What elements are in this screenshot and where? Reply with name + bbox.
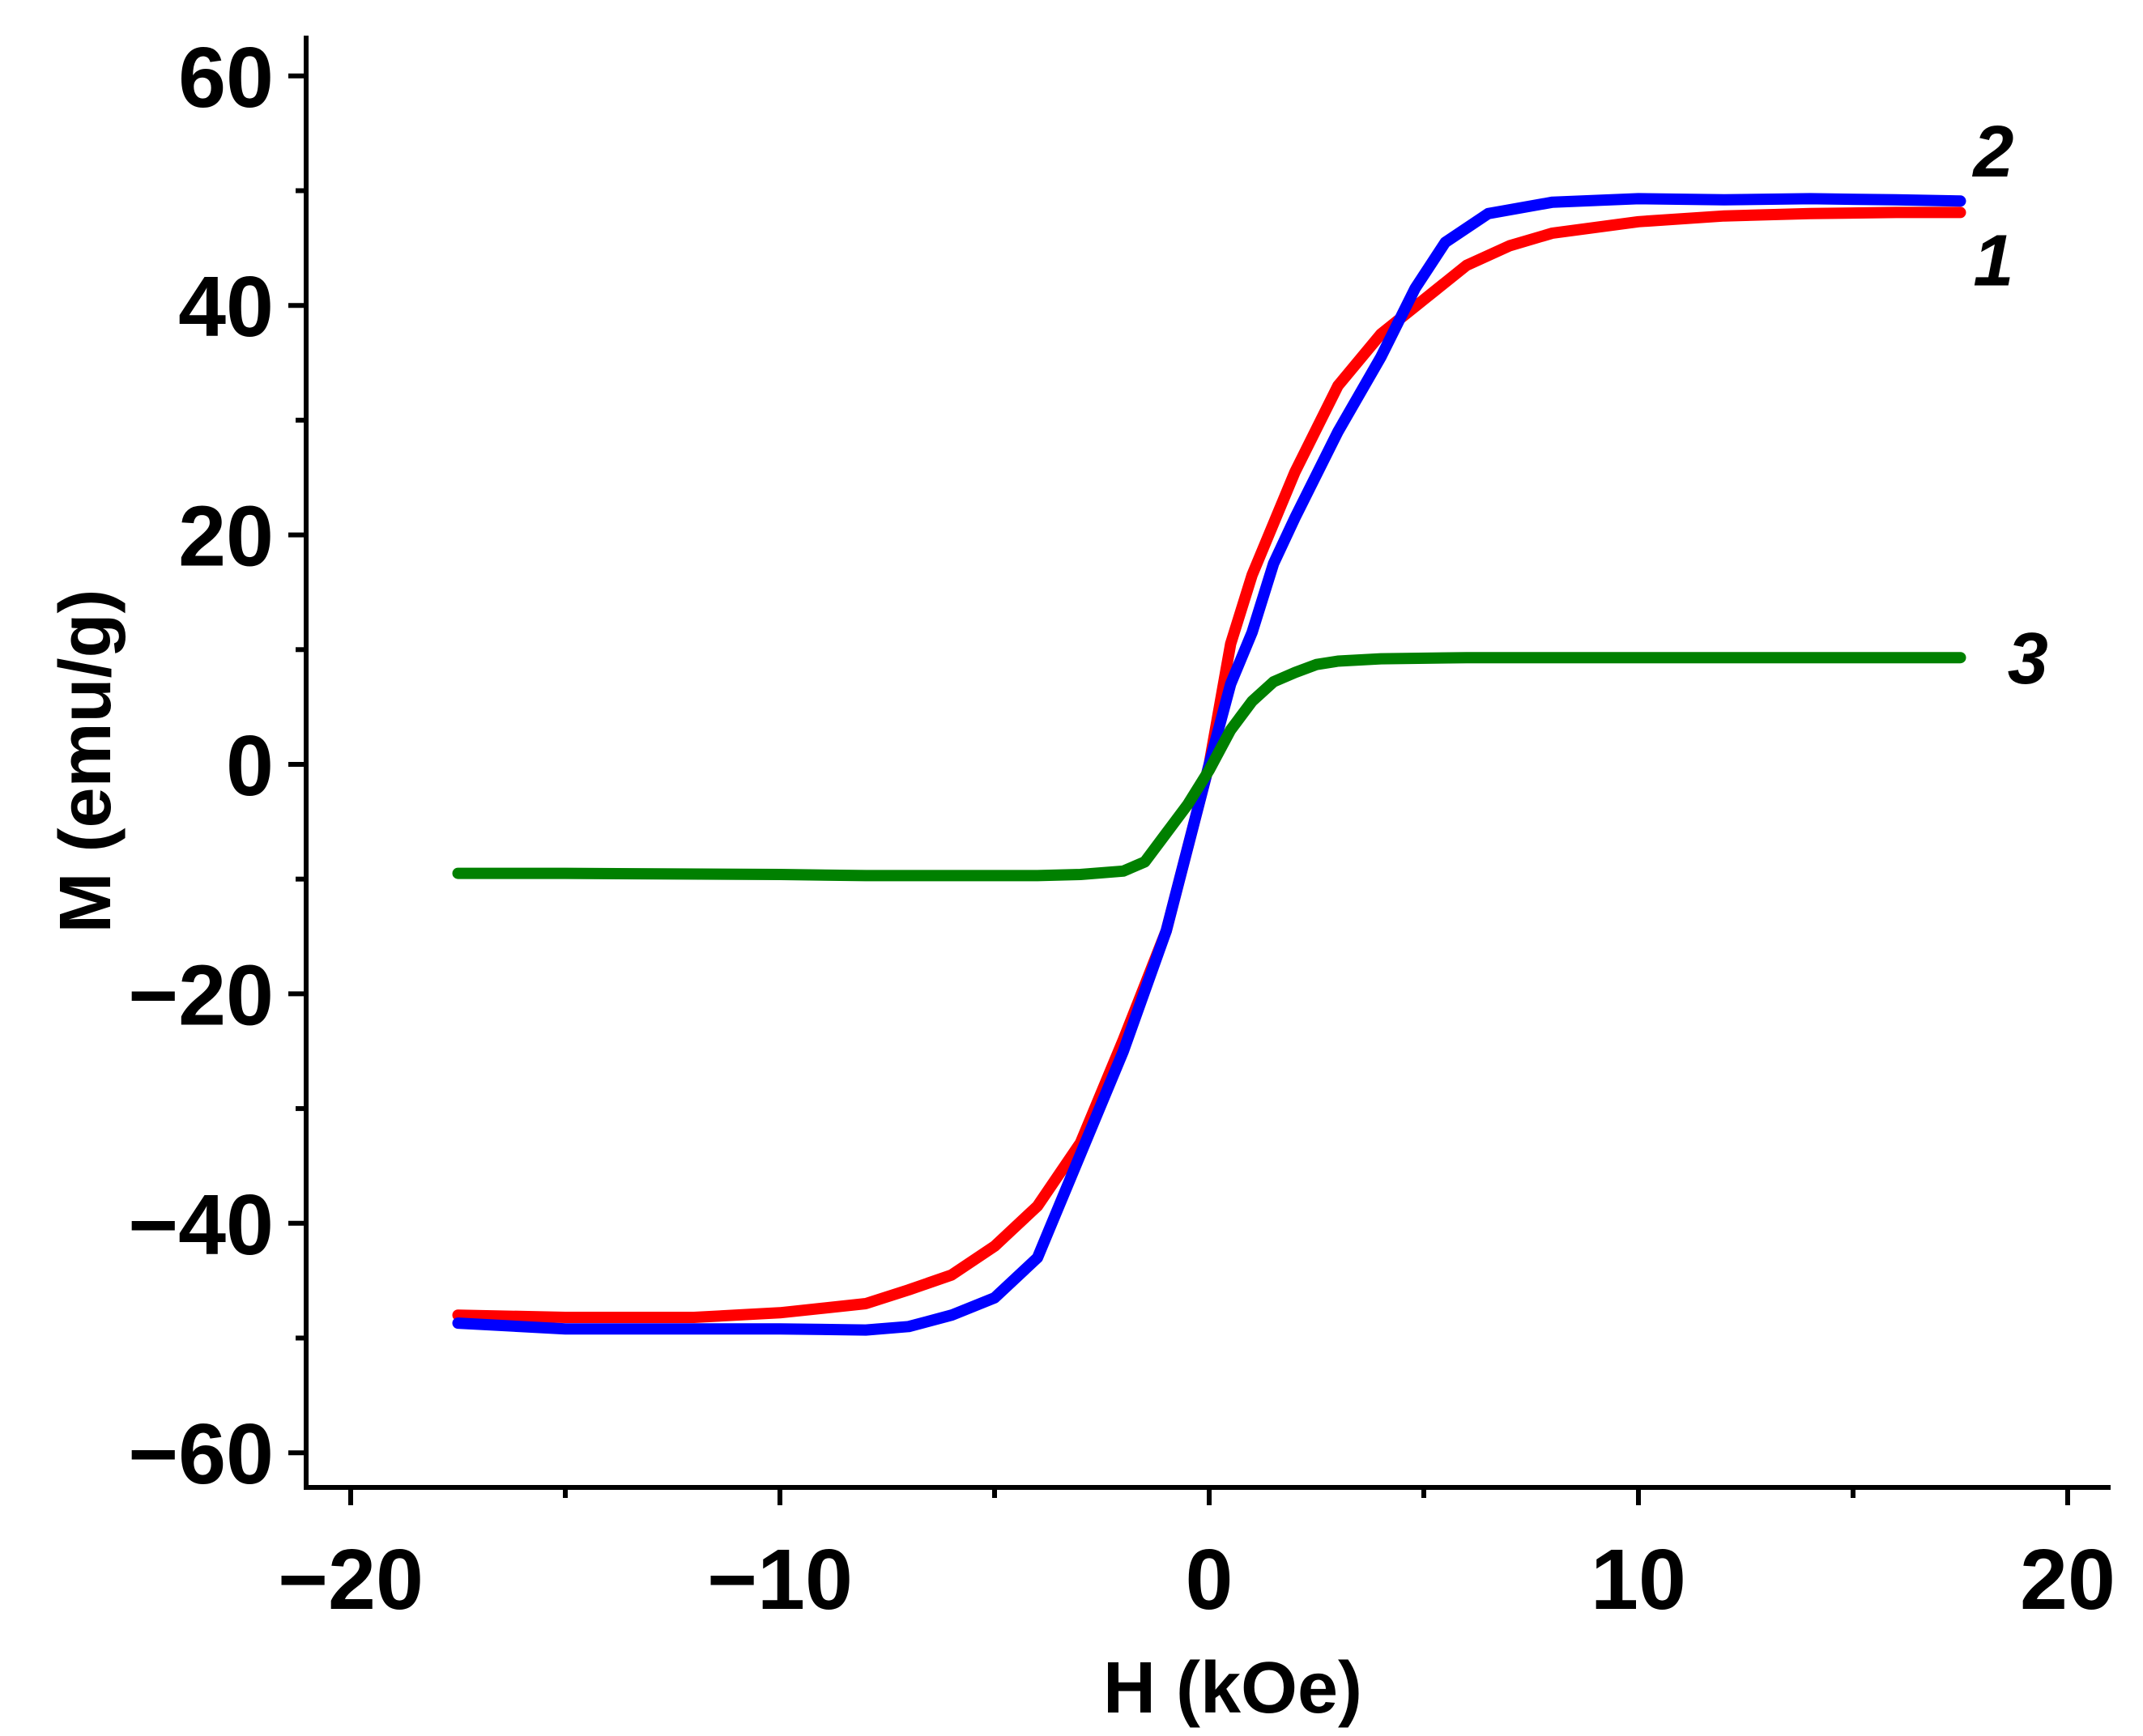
x-axis-title: H (kOe) bbox=[1103, 1648, 1362, 1729]
series-2-line bbox=[452, 193, 1966, 1336]
axis-ticks bbox=[288, 73, 2070, 1505]
series-label-3: 3 bbox=[2008, 619, 2048, 700]
x-tick-label: 10 bbox=[1591, 1532, 1686, 1628]
x-tick-label: −10 bbox=[707, 1532, 853, 1628]
x-tick-label: 20 bbox=[2020, 1532, 2115, 1628]
y-tick-label: −60 bbox=[128, 1406, 274, 1502]
x-tick-label: 0 bbox=[1186, 1532, 1233, 1628]
x-tick-label: −20 bbox=[278, 1532, 424, 1628]
series-label-2: 2 bbox=[1971, 112, 2013, 193]
y-tick-label: −40 bbox=[128, 1177, 274, 1273]
y-axis-title: M (emu/g) bbox=[45, 589, 126, 934]
series-1-line bbox=[452, 206, 1966, 1323]
series-layer bbox=[452, 193, 1966, 1336]
series-label-1: 1 bbox=[1973, 221, 2013, 302]
y-tick-label: 20 bbox=[178, 489, 274, 585]
y-tick-label: 0 bbox=[226, 718, 274, 814]
series-labels: 2 1 3 bbox=[1971, 112, 2047, 700]
tick-labels: −60 −40 −20 0 20 40 60 −20 −10 0 10 20 bbox=[128, 30, 2115, 1628]
y-tick-label: 40 bbox=[178, 259, 274, 355]
series-3-line bbox=[452, 652, 1966, 882]
y-tick-label: −20 bbox=[128, 947, 274, 1043]
y-tick-label: 60 bbox=[178, 30, 274, 126]
